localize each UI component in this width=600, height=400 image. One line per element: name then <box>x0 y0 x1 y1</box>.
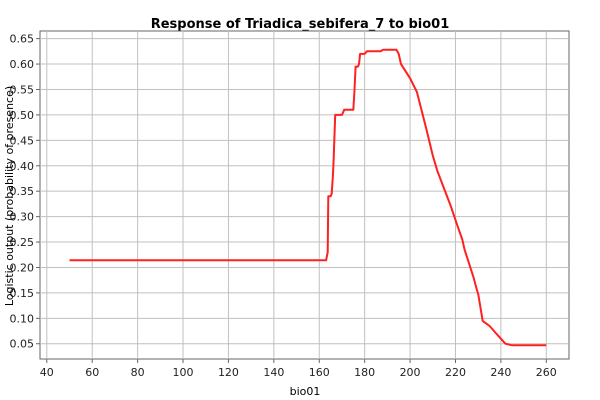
x-tick-label: 160 <box>309 366 330 379</box>
y-tick-label: 0.60 <box>10 58 35 71</box>
y-tick-label: 0.45 <box>10 134 35 147</box>
x-tick-label: 60 <box>85 366 99 379</box>
y-tick-label: 0.25 <box>10 236 35 249</box>
x-axis-label: bio01 <box>290 385 321 398</box>
x-tick-label: 80 <box>131 366 145 379</box>
x-tick-label: 40 <box>40 366 54 379</box>
x-tick-label: 120 <box>218 366 239 379</box>
x-tick-label: 140 <box>263 366 284 379</box>
x-tick-label: 220 <box>445 366 466 379</box>
y-axis-label: Logistic output (probability of presence… <box>3 86 16 306</box>
y-tick-label: 0.50 <box>10 109 35 122</box>
x-tick-label: 260 <box>536 366 557 379</box>
plot-area <box>39 30 570 360</box>
y-tick-label: 0.40 <box>10 160 35 173</box>
response-curve-line <box>69 48 547 347</box>
y-tick-label: 0.30 <box>10 211 35 224</box>
y-tick-label: 0.65 <box>10 33 35 46</box>
y-tick-label: 0.55 <box>10 83 35 96</box>
x-tick-label: 200 <box>400 366 421 379</box>
x-tick-label: 100 <box>173 366 194 379</box>
chart-title: Response of Triadica_sebifera_7 to bio01 <box>151 17 450 32</box>
y-tick-label: 0.05 <box>10 338 35 351</box>
grid-lines <box>40 31 569 359</box>
y-tick-label: 0.20 <box>10 261 35 274</box>
x-tick-label: 240 <box>490 366 511 379</box>
series-group <box>69 48 547 347</box>
y-axis-ticks: 0.05 0.10 0.15 0.20 0.25 0.30 0.35 0.40 0.45 0.50… <box>10 33 40 351</box>
y-tick-label: 0.35 <box>10 185 35 198</box>
y-tick-label: 0.10 <box>10 312 35 325</box>
y-tick-label: 0.15 <box>10 287 35 300</box>
x-axis-ticks: 40 60 80 100 120 140 160 180 200 220 240 260 <box>40 359 557 379</box>
x-tick-label: 180 <box>354 366 375 379</box>
